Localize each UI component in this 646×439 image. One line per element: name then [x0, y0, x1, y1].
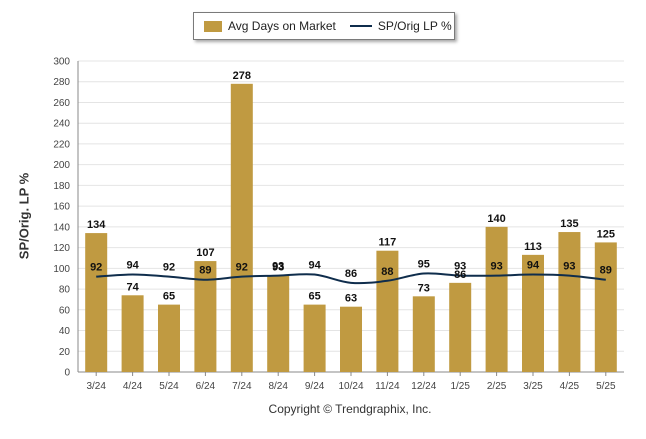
y-tick-label: 220 — [53, 139, 70, 150]
x-tick-label: 7/24 — [232, 381, 252, 392]
x-tick-label: 9/24 — [305, 381, 325, 392]
bar — [340, 306, 362, 372]
line-data-label: 95 — [418, 259, 430, 271]
copyright: Copyright © Trendgraphix, Inc. — [268, 402, 432, 416]
bar-data-label: 73 — [418, 282, 430, 294]
bar — [412, 296, 435, 372]
bar — [194, 261, 217, 372]
bar-data-label: 117 — [379, 237, 397, 249]
line-data-label: 93 — [454, 261, 466, 273]
y-tick-label: 240 — [53, 119, 70, 130]
bar-data-label: 74 — [126, 281, 139, 293]
y-tick-label: 260 — [53, 98, 70, 109]
line-data-label: 92 — [163, 262, 175, 274]
line-data-label: 93 — [272, 261, 284, 273]
bar — [303, 304, 326, 372]
y-tick-label: 100 — [53, 264, 70, 275]
bar — [522, 254, 544, 372]
legend-item-line: SP/Orig LP % — [349, 19, 452, 33]
y-tick-label: 80 — [59, 285, 71, 296]
bar-data-label: 107 — [196, 247, 214, 259]
y-tick-label: 200 — [53, 160, 70, 171]
bar-data-label: 65 — [163, 291, 175, 303]
line-data-label: 86 — [345, 268, 357, 280]
line-data-label: 94 — [126, 260, 139, 272]
line-data-label: 93 — [563, 261, 575, 273]
x-tick-label: 1/25 — [450, 381, 470, 392]
bar-data-label: 278 — [233, 70, 251, 82]
bar — [230, 83, 253, 372]
x-tick-label: 11/24 — [375, 381, 400, 392]
y-tick-label: 0 — [64, 368, 70, 379]
bar — [594, 242, 617, 372]
bar — [558, 232, 581, 372]
line-data-label: 89 — [199, 265, 211, 277]
legend-swatch-line — [349, 25, 372, 27]
bar-data-label: 134 — [87, 219, 106, 231]
bar — [485, 226, 508, 372]
line-data-label: 93 — [490, 261, 502, 273]
y-tick-label: 40 — [59, 326, 71, 337]
y-tick-label: 180 — [53, 181, 70, 192]
line-data-label: 94 — [527, 260, 540, 272]
bar — [449, 282, 472, 372]
bar — [85, 233, 108, 372]
x-tick-label: 6/24 — [196, 381, 216, 392]
legend-swatch-bar — [204, 20, 222, 32]
y-tick-label: 60 — [59, 305, 71, 316]
y-tick-label: 140 — [53, 222, 70, 233]
line-data-label: 92 — [90, 262, 102, 274]
y-axis-title-text: SP/Orig. LP % — [16, 172, 32, 260]
line-data-label: 94 — [308, 260, 321, 272]
legend-item-bar: Avg Days on Market — [204, 19, 336, 33]
bar-data-label: 86 — [454, 269, 466, 281]
x-tick-label: 10/24 — [338, 381, 363, 392]
bar — [267, 275, 290, 372]
legend-label-bar: Avg Days on Market — [228, 19, 336, 33]
y-tick-label: 160 — [53, 202, 70, 213]
x-tick-label: 2/25 — [487, 381, 507, 392]
legend: Avg Days on Market SP/Orig LP % — [193, 12, 455, 40]
x-tick-label: 5/25 — [596, 381, 616, 392]
bar-data-label: 113 — [524, 241, 542, 253]
bar-data-label: 93 — [272, 262, 284, 274]
bar-data-label: 125 — [597, 228, 615, 240]
x-tick-label: 5/24 — [159, 381, 179, 392]
y-tick-label: 120 — [53, 243, 70, 254]
y-axis-title: SP/Orig. LP % — [6, 60, 42, 372]
x-tick-label: 8/24 — [268, 381, 288, 392]
bar — [121, 295, 144, 372]
bar-data-label: 140 — [487, 213, 505, 225]
bar-data-label: 135 — [560, 218, 578, 230]
x-tick-label: 3/25 — [523, 381, 543, 392]
bar — [158, 304, 180, 372]
legend-label-line: SP/Orig LP % — [377, 19, 452, 33]
x-tick-label: 4/24 — [123, 381, 143, 392]
x-tick-label: 12/24 — [411, 381, 436, 392]
bar-data-label: 65 — [308, 291, 320, 303]
line-data-label: 92 — [236, 262, 248, 274]
y-tick-label: 300 — [53, 57, 70, 68]
y-tick-label: 280 — [53, 77, 70, 88]
line-data-label: 89 — [600, 265, 612, 277]
x-tick-label: 4/25 — [560, 381, 580, 392]
bar-data-label: 63 — [345, 293, 357, 305]
x-tick-label: 3/24 — [86, 381, 106, 392]
y-tick-label: 20 — [59, 347, 71, 358]
line-data-label: 88 — [381, 266, 393, 278]
line-series-path — [96, 272, 606, 285]
